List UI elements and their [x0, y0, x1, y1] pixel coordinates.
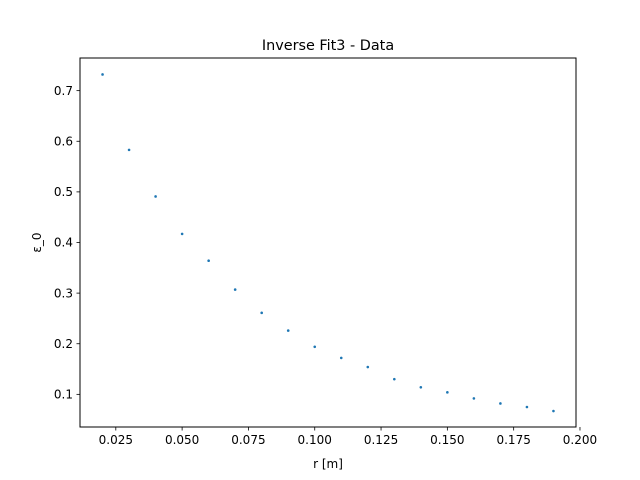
data-point	[154, 195, 157, 198]
y-tick-label: 0.3	[54, 286, 73, 300]
x-tick-label: 0.025	[99, 433, 133, 447]
x-axis-label: r [m]	[313, 457, 343, 471]
x-tick-label: 0.050	[165, 433, 199, 447]
y-tick-label: 0.4	[54, 236, 73, 250]
x-tick-label: 0.125	[364, 433, 398, 447]
data-points	[101, 73, 555, 413]
y-tick-label: 0.2	[54, 337, 73, 351]
x-tick-label: 0.100	[298, 433, 332, 447]
x-tick-label: 0.200	[563, 433, 597, 447]
data-point	[472, 397, 476, 400]
y-tick-label: 0.6	[54, 134, 73, 148]
data-point	[313, 345, 317, 349]
data-point	[260, 311, 263, 315]
y-tick-label: 0.1	[54, 388, 73, 402]
y-tick-label: 0.7	[54, 84, 73, 98]
data-point	[101, 73, 104, 76]
y-axis-label: ε_0	[30, 232, 44, 252]
y-axis: 0.1 0.2 0.3 0.4 0.5 0.6 0.7	[54, 84, 80, 402]
data-point	[286, 329, 290, 332]
data-point	[552, 409, 555, 413]
data-point	[180, 232, 184, 236]
x-tick-label: 0.150	[430, 433, 464, 447]
x-tick-label: 0.075	[231, 433, 265, 447]
x-axis: 0.025 0.050 0.075 0.100 0.125 0.150 0.175 0.200	[99, 427, 597, 447]
chart-title: Inverse Fit3 - Data	[262, 38, 394, 54]
data-point	[419, 385, 423, 389]
data-point	[393, 377, 396, 381]
data-point	[366, 365, 370, 369]
data-point	[207, 259, 210, 263]
data-point	[233, 288, 237, 291]
data-point	[127, 148, 131, 152]
data-point	[499, 402, 502, 405]
x-tick-label: 0.175	[496, 433, 530, 447]
y-tick-label: 0.5	[54, 185, 73, 199]
plot-frame	[79, 57, 577, 428]
data-point	[446, 391, 449, 394]
data-point	[525, 405, 529, 409]
data-point	[339, 356, 343, 360]
